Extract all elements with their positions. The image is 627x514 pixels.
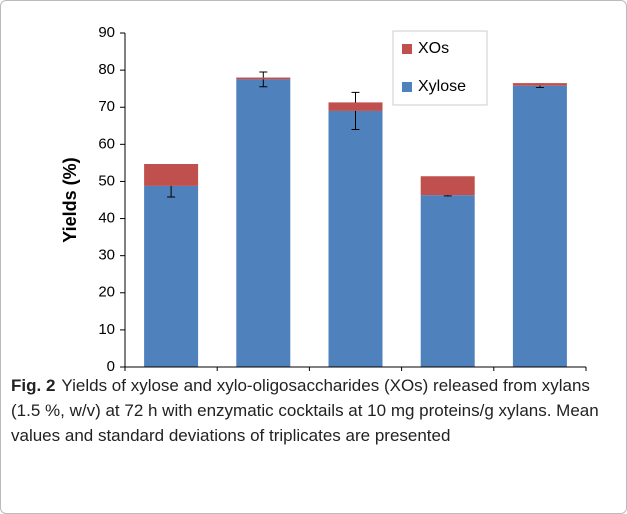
y-tick-label: 60 (98, 135, 115, 152)
error-bar (259, 71, 268, 88)
bar-segment (144, 164, 199, 186)
y-tick-label: 90 (98, 24, 115, 41)
y-axis-label: Yields (%) (60, 157, 80, 242)
caption: Fig. 2 Yields of xylose and xylo-oligosac… (11, 373, 616, 448)
legend-swatch (402, 44, 412, 54)
bar-segment (512, 83, 567, 86)
bar-segment (144, 185, 199, 367)
bar-segment (512, 85, 567, 367)
error-bar (351, 91, 360, 130)
chart: Yields (%) 0102030405060708090TR1TR2TR3T… (60, 24, 587, 371)
y-tick-label: 70 (98, 98, 115, 115)
y-tick-label: 20 (98, 284, 115, 301)
bar-segment (236, 79, 291, 367)
y-tick-label: 80 (98, 61, 115, 78)
y-tick-label: 10 (98, 321, 115, 338)
bar-segment (420, 195, 475, 367)
y-tick-label: 50 (98, 172, 115, 189)
y-tick-label: 40 (98, 210, 115, 227)
bar-segment (328, 110, 383, 367)
legend-box (392, 30, 488, 106)
bar-segment (328, 102, 383, 111)
legend-label: Xylose (418, 78, 466, 95)
bar-segment (420, 176, 475, 196)
y-tick-label: 30 (98, 247, 115, 264)
legend-label: XOs (418, 40, 449, 57)
legend-swatch (402, 82, 412, 92)
y-tick-label: 0 (107, 358, 115, 371)
bar-segment (236, 77, 291, 80)
caption-text: Yields of xylose and xylo-oligosaccharid… (11, 376, 599, 445)
caption-label: Fig. 2 (11, 376, 56, 395)
